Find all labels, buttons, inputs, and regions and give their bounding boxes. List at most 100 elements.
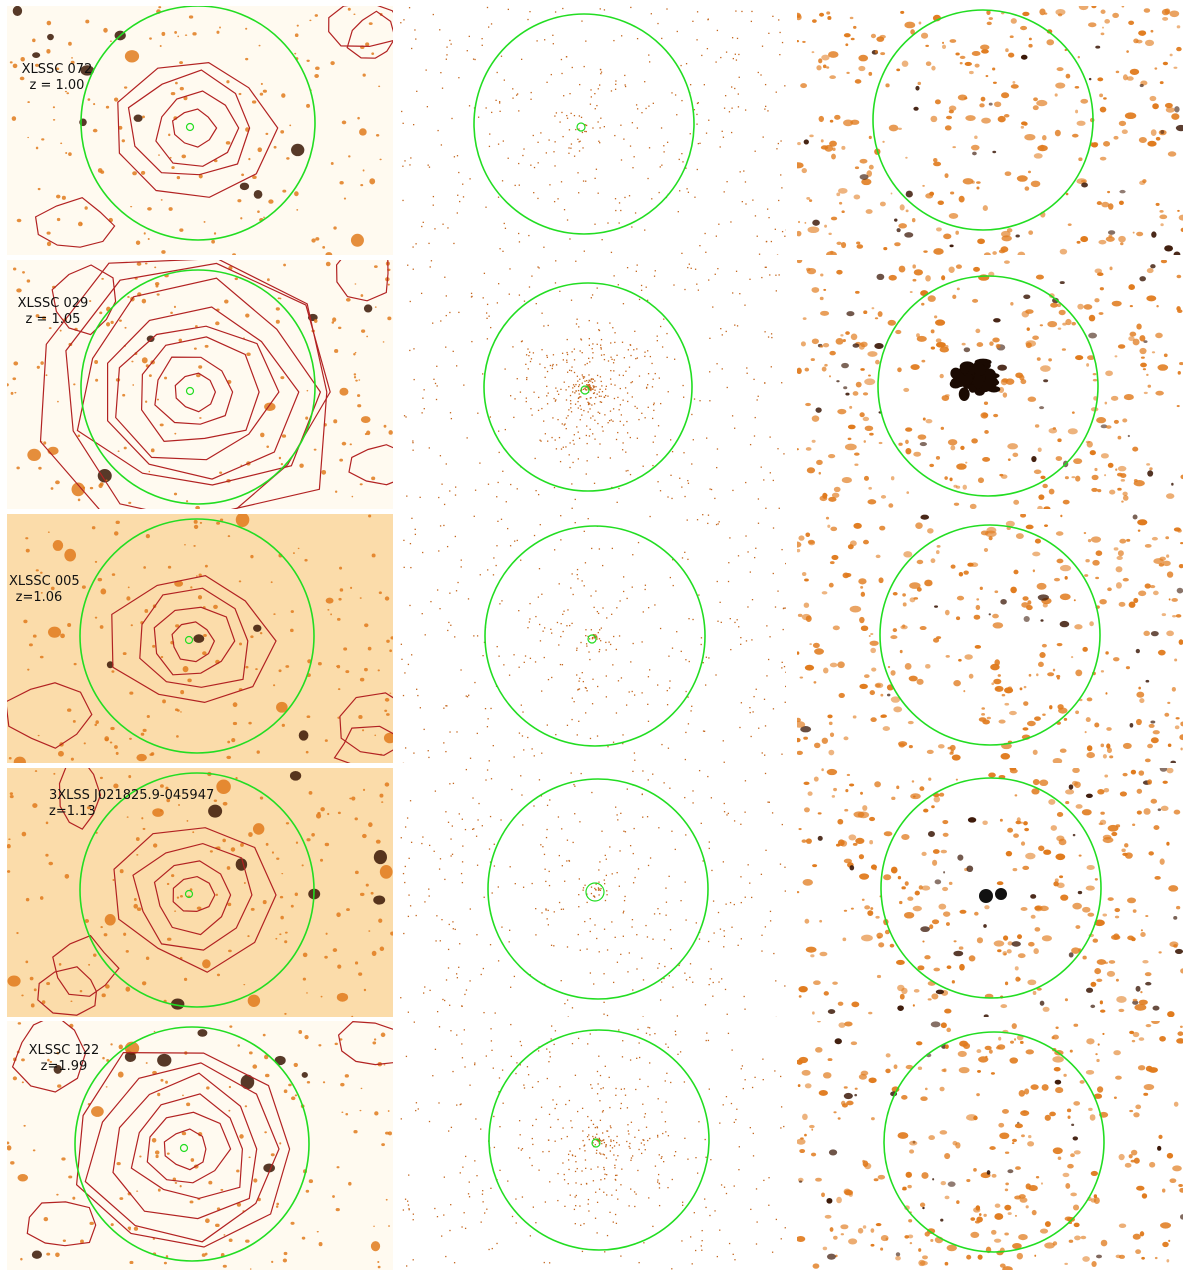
photon	[530, 164, 532, 166]
blob	[827, 1058, 833, 1062]
photon	[617, 819, 619, 821]
galaxy	[52, 106, 56, 109]
blob	[1034, 424, 1040, 428]
photon	[581, 352, 583, 354]
blob	[1059, 748, 1067, 753]
photon	[446, 545, 449, 548]
photon	[456, 1104, 458, 1106]
photon	[661, 1156, 663, 1158]
photon	[579, 140, 581, 142]
galaxy	[180, 690, 185, 695]
galaxy	[125, 986, 131, 992]
photon	[585, 1183, 588, 1185]
photon	[468, 35, 470, 38]
xray-contour	[146, 1111, 232, 1184]
galaxy	[358, 379, 361, 381]
photon	[474, 1064, 476, 1066]
blob	[878, 577, 884, 584]
photon	[518, 110, 520, 112]
photon	[578, 906, 580, 908]
photon	[579, 405, 581, 407]
galaxy	[293, 1062, 298, 1068]
galaxy	[208, 1180, 213, 1185]
photon	[626, 420, 628, 423]
blob	[957, 854, 964, 861]
photon	[516, 93, 519, 95]
photon	[535, 1222, 537, 1224]
photon	[723, 930, 725, 932]
photon	[577, 578, 579, 580]
photon	[503, 222, 505, 225]
galaxy	[306, 59, 310, 62]
blob	[869, 690, 876, 696]
photon	[566, 625, 568, 627]
blob	[1040, 619, 1044, 622]
galaxy	[367, 646, 372, 651]
blob	[1167, 743, 1172, 747]
galaxy	[339, 387, 349, 396]
blob	[1071, 133, 1079, 138]
photon	[571, 573, 573, 575]
blob	[804, 221, 807, 224]
photon	[529, 602, 531, 605]
blob	[1089, 1114, 1096, 1121]
photon	[479, 462, 481, 464]
blob	[1144, 543, 1152, 548]
blob	[845, 392, 850, 396]
blob	[1017, 953, 1026, 959]
source-marker	[585, 882, 605, 902]
blob	[1132, 446, 1139, 452]
galaxy	[302, 977, 307, 981]
photon	[658, 1182, 660, 1185]
galaxy	[77, 221, 83, 227]
galaxy	[202, 959, 211, 969]
photon	[584, 124, 587, 126]
photon	[615, 209, 617, 212]
blob	[908, 745, 913, 749]
blob	[1121, 6, 1125, 8]
blob	[1005, 48, 1009, 53]
galaxy	[147, 207, 152, 211]
photon	[481, 38, 483, 40]
photon	[619, 1107, 622, 1110]
photon	[520, 704, 522, 706]
galaxy	[206, 1086, 210, 1090]
blob	[1102, 913, 1108, 917]
galaxy	[144, 609, 149, 613]
blob	[1039, 779, 1049, 787]
photon	[588, 1126, 590, 1129]
blob	[848, 783, 855, 787]
photon	[633, 752, 636, 754]
blob	[1012, 452, 1019, 458]
photon	[468, 1196, 471, 1198]
blob	[814, 648, 824, 655]
blob	[1036, 582, 1047, 590]
blob	[970, 562, 979, 567]
photon	[629, 145, 632, 147]
blob	[955, 230, 959, 235]
photon	[604, 854, 606, 857]
blob	[810, 1152, 817, 1157]
galaxy	[99, 776, 103, 780]
blob	[1180, 747, 1183, 751]
photon	[577, 407, 579, 409]
photon	[594, 1217, 597, 1219]
blob	[902, 602, 907, 607]
blob	[993, 940, 1005, 947]
photon	[630, 354, 632, 357]
photon	[493, 1115, 495, 1118]
blob	[1084, 731, 1087, 734]
blob	[897, 1132, 909, 1139]
photon	[695, 1157, 697, 1159]
photon	[502, 250, 504, 252]
galaxy	[37, 734, 40, 737]
galaxy	[159, 809, 163, 812]
galaxy	[163, 1261, 167, 1265]
photon	[769, 636, 771, 638]
blob	[988, 1049, 993, 1054]
blob	[871, 307, 875, 310]
blob	[867, 910, 874, 917]
photon	[620, 677, 623, 679]
photon	[561, 828, 563, 830]
photon	[415, 1109, 417, 1112]
